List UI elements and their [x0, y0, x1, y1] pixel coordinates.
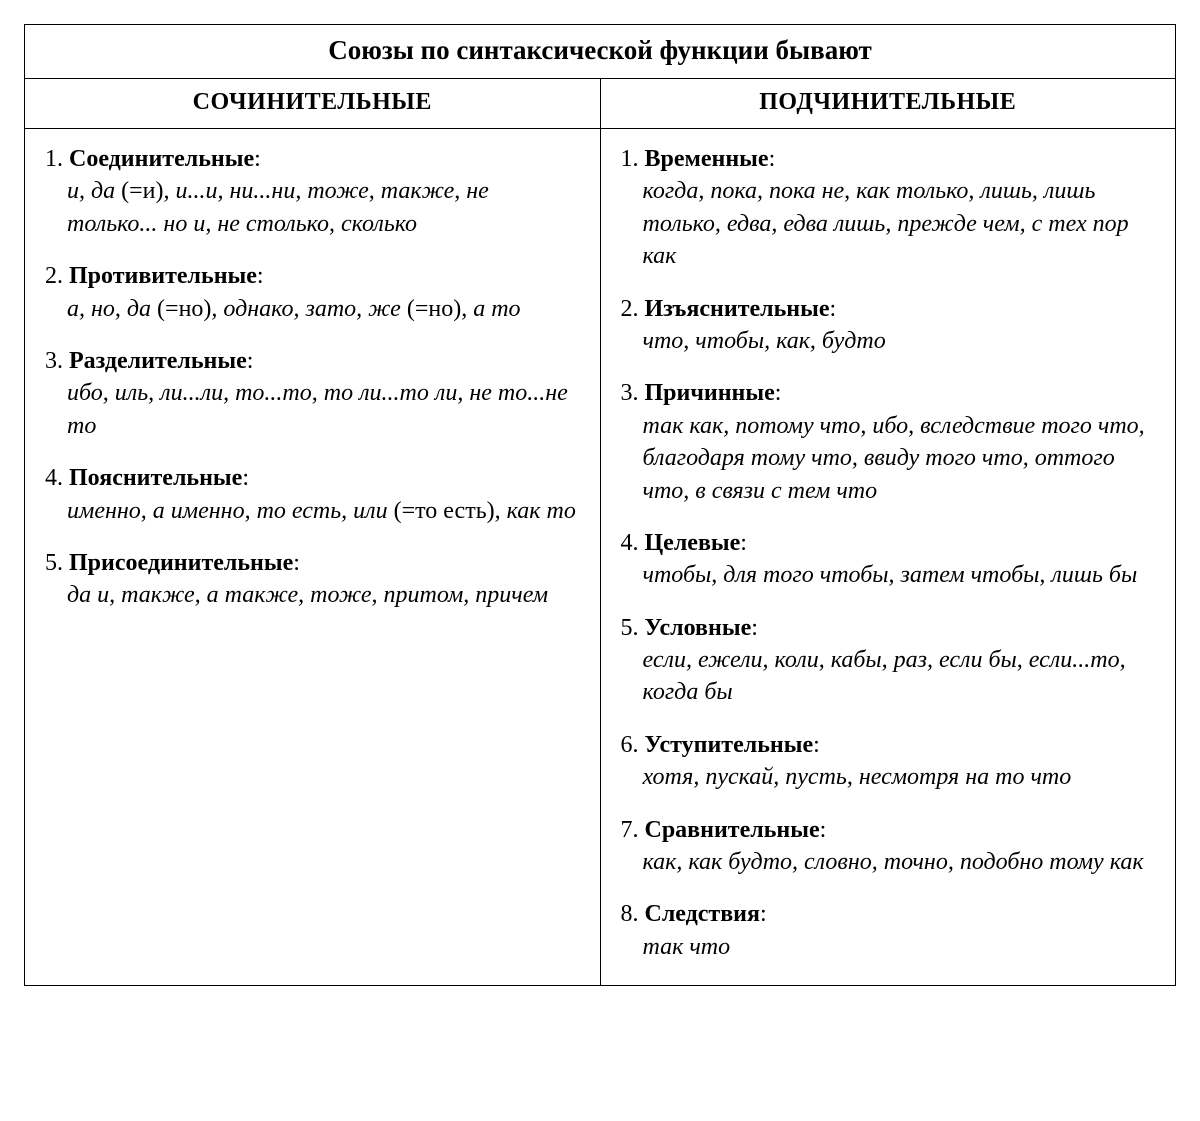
conjunction-group: 3. Причинные:так как, потому что, ибо, в… — [621, 377, 1156, 507]
group-examples: да и, также, а также, тоже, притом, прич… — [45, 579, 580, 611]
conjunction-group: 2. Изъяснительные:что, чтобы, как, будто — [621, 293, 1156, 358]
group-examples: когда, пока, пока не, как только, лишь, … — [621, 175, 1156, 272]
group-title: 3. Разделительные: — [45, 345, 580, 377]
conjunction-group: 4. Пояснительные:именно, а именно, то ес… — [45, 462, 580, 527]
group-examples: как, как будто, словно, точно, подобно т… — [621, 846, 1156, 878]
group-title: 4. Целевые: — [621, 527, 1156, 559]
group-examples: ибо, иль, ли...ли, то...то, то ли...то л… — [45, 377, 580, 442]
group-title: 8. Следствия: — [621, 898, 1156, 930]
column-headers: СОЧИНИТЕЛЬНЫЕ ПОДЧИНИТЕЛЬНЫЕ — [25, 79, 1175, 129]
conjunction-group: 5. Присоединительные:да и, также, а такж… — [45, 547, 580, 612]
group-title: 2. Противительные: — [45, 260, 580, 292]
conjunction-group: 3. Разделительные:ибо, иль, ли...ли, то.… — [45, 345, 580, 442]
group-examples: хотя, пускай, пусть, несмотря на то что — [621, 761, 1156, 793]
header-coordinating: СОЧИНИТЕЛЬНЫЕ — [25, 79, 601, 128]
group-title: 5. Присоединительные: — [45, 547, 580, 579]
group-examples: что, чтобы, как, будто — [621, 325, 1156, 357]
group-examples: чтобы, для того чтобы, затем чтобы, лишь… — [621, 559, 1156, 591]
table-title: Союзы по синтаксической функции бывают — [25, 25, 1175, 79]
group-title: 4. Пояснительные: — [45, 462, 580, 494]
conjunction-group: 4. Целевые:чтобы, для того чтобы, затем … — [621, 527, 1156, 592]
conjunction-group: 6. Уступительные:хотя, пускай, пусть, не… — [621, 729, 1156, 794]
conjunctions-table: Союзы по синтаксической функции бывают С… — [24, 24, 1176, 986]
group-title: 2. Изъяснительные: — [621, 293, 1156, 325]
conjunction-group: 1. Временные:когда, пока, пока не, как т… — [621, 143, 1156, 273]
group-examples: если, ежели, коли, кабы, раз, если бы, е… — [621, 644, 1156, 709]
conjunction-group: 5. Условные:если, ежели, коли, кабы, раз… — [621, 612, 1156, 709]
group-title: 1. Соединительные: — [45, 143, 580, 175]
group-title: 1. Временные: — [621, 143, 1156, 175]
group-examples: и, да (=и), и...и, ни...ни, тоже, также,… — [45, 175, 580, 240]
group-examples: а, но, да (=но), однако, зато, же (=но),… — [45, 293, 580, 325]
group-title: 5. Условные: — [621, 612, 1156, 644]
header-subordinating: ПОДЧИНИТЕЛЬНЫЕ — [601, 79, 1176, 128]
group-examples: так как, потому что, ибо, вследствие тог… — [621, 410, 1156, 507]
group-examples: так что — [621, 931, 1156, 963]
conjunction-group: 1. Соединительные:и, да (=и), и...и, ни.… — [45, 143, 580, 240]
conjunction-group: 2. Противительные:а, но, да (=но), однак… — [45, 260, 580, 325]
coordinating-column: 1. Соединительные:и, да (=и), и...и, ни.… — [25, 129, 601, 985]
group-title: 7. Сравнительные: — [621, 814, 1156, 846]
group-title: 6. Уступительные: — [621, 729, 1156, 761]
group-title: 3. Причинные: — [621, 377, 1156, 409]
group-examples: именно, а именно, то есть, или (=то есть… — [45, 495, 580, 527]
conjunction-group: 7. Сравнительные:как, как будто, словно,… — [621, 814, 1156, 879]
subordinating-column: 1. Временные:когда, пока, пока не, как т… — [601, 129, 1176, 985]
conjunction-group: 8. Следствия:так что — [621, 898, 1156, 963]
table-body: 1. Соединительные:и, да (=и), и...и, ни.… — [25, 129, 1175, 985]
